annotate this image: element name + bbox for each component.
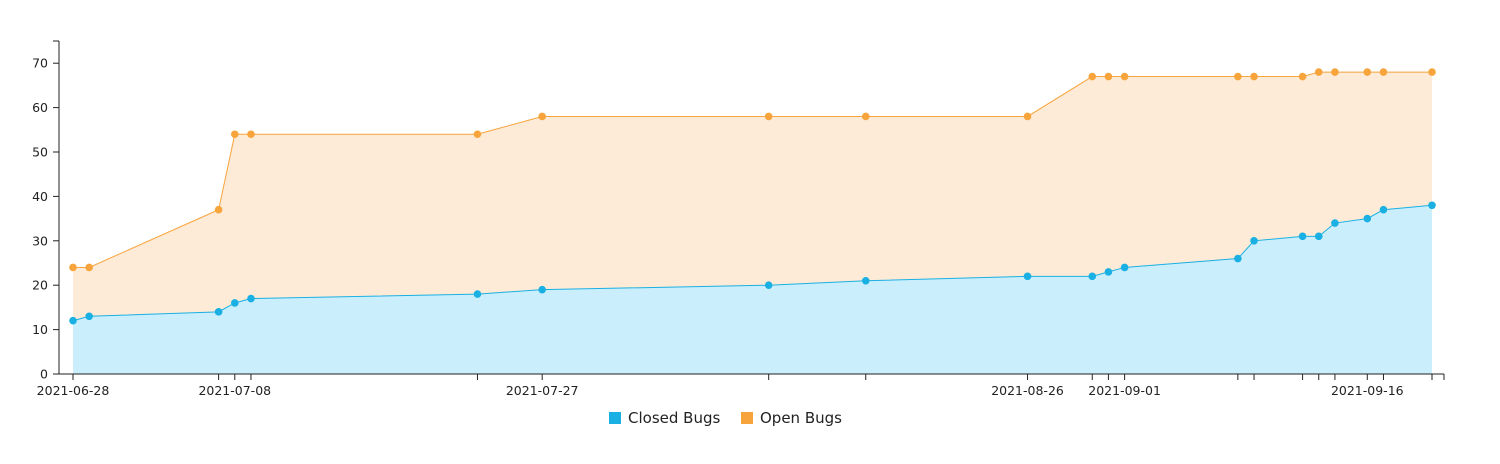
legend-swatch-open-bugs [741,412,753,424]
closed-bugs-point [1250,237,1258,245]
open-bugs-point [1314,68,1323,76]
legend: Closed Bugs Open Bugs [609,409,842,427]
open-bugs-point [538,112,546,121]
closed-bugs-point [1104,268,1113,276]
open-bugs-point [1120,72,1129,81]
legend-swatch-closed-bugs [609,412,621,424]
open-bugs-point [1250,72,1258,81]
open-bugs-point [230,130,239,139]
closed-bugs-point [764,281,773,290]
open-bugs-point [247,130,255,139]
closed-bugs-point [1298,232,1307,241]
open-bugs-point [1331,68,1339,76]
chart-points [69,68,1436,325]
closed-bugs-point [85,312,93,321]
closed-bugs-point [1088,272,1097,281]
closed-bugs-point [69,316,77,325]
closed-bugs-point [247,294,255,303]
closed-bugs-point [473,290,482,298]
closed-bugs-point [1120,263,1129,272]
y-tick-label: 0 [40,367,48,382]
y-tick-label: 50 [32,145,48,160]
open-bugs-point [861,112,870,121]
chart-areas [73,72,1432,374]
y-tick-label: 20 [32,278,48,293]
closed-bugs-point [1023,272,1032,281]
y-tick-label: 70 [32,56,48,71]
open-bugs-point [1104,72,1113,81]
x-tick-label: 2021-09-01 [1088,383,1161,398]
y-tick-label: 60 [32,100,48,115]
closed-bugs-point [1379,205,1388,214]
open-bugs-point [1023,112,1032,121]
closed-bugs-point [1234,254,1242,263]
closed-bugs-area [73,205,1432,374]
y-tick-label: 10 [32,322,48,337]
closed-bugs-point [1331,219,1339,227]
chart-axes: 0 10 20 30 40 50 60 70 2021-06-28 2021-07-08 2021-… [32,40,1445,398]
open-bugs-point [85,263,93,272]
closed-bugs-point [1363,214,1372,223]
y-tick-label: 30 [32,233,48,248]
x-tick-label: 2021-06-28 [37,383,110,398]
open-bugs-point [473,130,482,139]
closed-bugs-point [538,285,546,294]
x-tick-label: 2021-07-27 [506,383,579,398]
legend-label-open-bugs: Open Bugs [760,409,842,427]
closed-bugs-point [1428,201,1436,210]
closed-bugs-point [214,308,223,316]
y-tick-label: 40 [32,189,48,204]
open-bugs-point [1088,72,1097,81]
open-bugs-point [1298,72,1307,81]
x-tick-label: 2021-08-26 [991,383,1064,398]
open-bugs-point [1379,68,1388,76]
closed-bugs-point [230,299,239,307]
open-bugs-point [1363,68,1372,76]
open-bugs-point [764,112,773,121]
closed-bugs-point [1314,232,1323,241]
x-tick-label: 2021-09-16 [1331,383,1404,398]
open-bugs-point [1428,68,1436,76]
x-tick-label: 2021-07-08 [198,383,271,398]
closed-bugs-point [861,276,870,285]
open-bugs-point [214,205,223,214]
legend-label-closed-bugs: Closed Bugs [628,409,720,427]
open-bugs-point [1234,72,1242,81]
open-bugs-point [69,263,77,272]
